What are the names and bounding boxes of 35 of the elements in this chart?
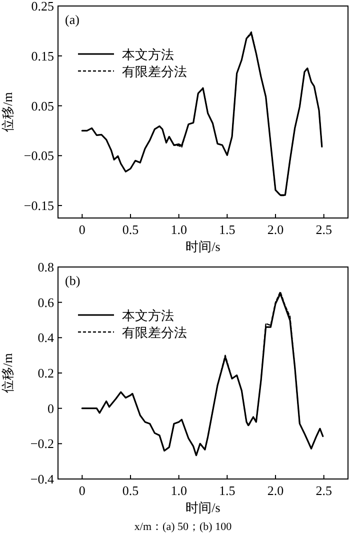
y-tick-label: 0.6 xyxy=(38,294,54,310)
x-tick-label: 2.0 xyxy=(267,483,284,498)
y-tick-label: −0.05 xyxy=(24,148,54,164)
text: x/m：(a) 50；(b) 100 xyxy=(134,521,232,533)
y-tick-label: −0.4 xyxy=(30,472,54,486)
y-tick-label: −0.2 xyxy=(30,436,54,452)
x-tick-label: 2.0 xyxy=(267,222,284,237)
legend-label: 有限差分法 xyxy=(122,325,187,340)
x-tick-label: 1.5 xyxy=(219,222,236,237)
y-axis-title: 位移/m xyxy=(0,353,15,393)
legend-label: 本文方法 xyxy=(122,308,174,323)
text: (a) xyxy=(65,12,80,27)
y-tick-label: 0 xyxy=(48,400,54,416)
y-tick-label: 0.05 xyxy=(31,98,54,114)
y-tick-label: 0.4 xyxy=(38,330,54,346)
x-tick-label: 0 xyxy=(78,222,86,237)
y-tick-label: −0.15 xyxy=(24,198,54,214)
x-tick-label: 0.5 xyxy=(122,483,139,498)
x-tick-label: 1.0 xyxy=(170,222,187,237)
x-axis-title: 时间/s xyxy=(186,500,220,515)
y-tick-label: 0.2 xyxy=(38,366,54,380)
text: (b) xyxy=(65,273,80,288)
x-tick-label: 0 xyxy=(78,483,86,498)
y-tick-label: 0.15 xyxy=(31,48,54,64)
x-tick-label: 2.5 xyxy=(316,483,332,498)
x-tick-label: 0.5 xyxy=(122,222,139,237)
y-axis-title: 位移/m xyxy=(0,92,15,132)
x-tick-label: 2.5 xyxy=(316,222,332,237)
y-tick-label: 0.25 xyxy=(31,0,54,14)
x-tick-label: 1.5 xyxy=(219,483,236,498)
y-tick-label: 0.8 xyxy=(38,260,54,274)
x-axis-title: 时间/s xyxy=(186,239,220,254)
legend-label: 本文方法 xyxy=(122,47,174,62)
x-tick-label: 1.0 xyxy=(170,483,187,498)
legend-label: 有限差分法 xyxy=(122,64,187,79)
